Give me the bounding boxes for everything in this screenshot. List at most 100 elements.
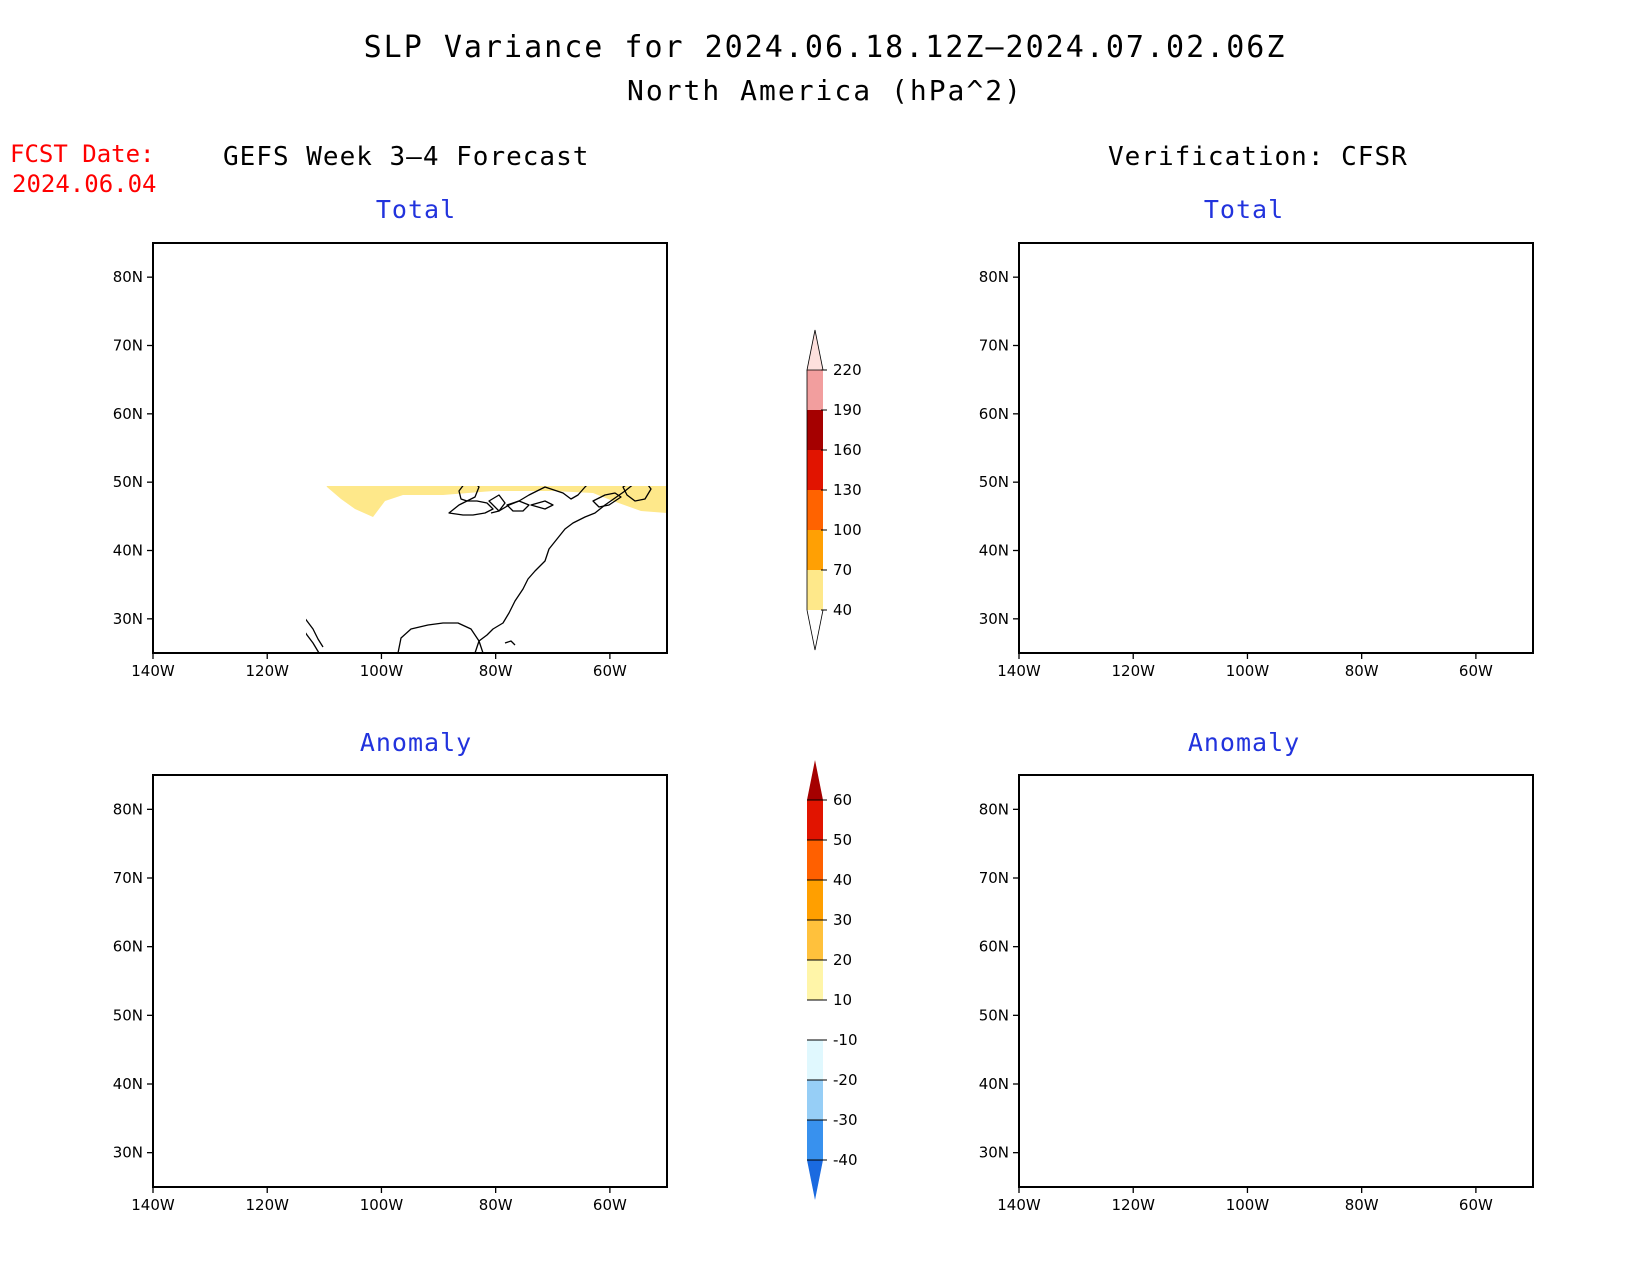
forecast-anomaly-lat-label: 80N [113, 800, 143, 818]
verification-anomaly-lon-label: 120W [1111, 1196, 1155, 1214]
forecast-anomaly-lon-label: 140W [131, 1196, 175, 1214]
forecast-total-lon-label: 60W [593, 662, 627, 680]
verification-anomaly-10-contour-greenland [1513, 817, 1533, 851]
forecast-total-lat-label: 40N [113, 542, 143, 560]
total-colorbar-label: 190 [833, 401, 862, 419]
forecast-anomaly-title: Anomaly [359, 728, 473, 757]
total-colorbar-label: 220 [833, 361, 862, 379]
verification-anomaly-neg20-spot [1349, 941, 1365, 947]
forecast-anomaly-10-contour [329, 973, 467, 1011]
verification-anomaly-neg10-contour-north [1079, 775, 1489, 799]
anomaly-colorbar-bin [807, 840, 823, 880]
verification-anomaly-lat-label: 50N [979, 1006, 1009, 1024]
forecast-anomaly-lat-label: 40N [113, 1075, 143, 1093]
verification-total-lon-label: 140W [997, 662, 1041, 680]
verification-anomaly-panel [1018, 774, 1534, 1188]
total-colorbar-bin [807, 490, 823, 530]
verification-column-header: Verification: CFSR [1108, 142, 1408, 172]
forecast-total-lat-label: 60N [113, 405, 143, 423]
forecast-total-lat-label: 80N [113, 268, 143, 286]
anomaly-colorbar-bin [807, 1000, 823, 1040]
anomaly-colorbar-bin [807, 1080, 823, 1120]
verification-total-lat-label: 70N [979, 337, 1009, 355]
total-colorbar-bottom-triangle [806, 609, 824, 651]
verification-total-lat-label: 80N [979, 268, 1009, 286]
verification-anomaly-lon-label: 60W [1459, 1196, 1493, 1214]
anomaly-colorbar-bin [807, 1120, 823, 1160]
total-colorbar: 40 70 100 130 160 190 220 [806, 329, 862, 651]
forecast-total-lon-label: 120W [245, 662, 289, 680]
verification-total-lon-label: 80W [1345, 662, 1379, 680]
anomaly-colorbar-label: -30 [833, 1111, 858, 1129]
verification-total-lat-label: 60N [979, 405, 1009, 423]
verification-total-100-contour [1235, 457, 1291, 507]
anomaly-colorbar-top-triangle [807, 760, 823, 800]
anomaly-colorbar-label: 50 [833, 831, 852, 849]
axes-layer: 30N 40N 50N 60N 70N 80N 140W 120W 100W 80W 60W 30N 4… [113, 268, 1493, 1214]
forecast-column-header: GEFS Week 3–4 Forecast [223, 142, 590, 172]
forecast-total-lon-label: 140W [131, 662, 175, 680]
forecast-total-40-contour [326, 486, 667, 517]
forecast-total-lon-label: 100W [360, 662, 404, 680]
anomaly-colorbar-label: -40 [833, 1151, 858, 1169]
anomaly-colorbar-label: 10 [833, 991, 852, 1009]
anomaly-colorbar-bin [807, 960, 823, 1000]
verification-total-title: Total [1203, 195, 1285, 224]
verification-total-lat-label: 50N [979, 473, 1009, 491]
verification-anomaly-lat-label: 80N [979, 800, 1009, 818]
forecast-anomaly-lon-label: 100W [360, 1196, 404, 1214]
total-colorbar-bin [807, 530, 823, 570]
anomaly-colorbar-label: 30 [833, 911, 852, 929]
forecast-total-title: Total [375, 195, 457, 224]
anomaly-colorbar-label: 40 [833, 871, 852, 889]
total-colorbar-label: 100 [833, 521, 862, 539]
chart-subtitle: North America (hPa^2) [626, 74, 1023, 107]
anomaly-colorbar-label: -20 [833, 1071, 858, 1089]
verification-total-lon-label: 100W [1226, 662, 1270, 680]
verification-anomaly-50-contour [1199, 1001, 1287, 1067]
verification-anomaly-lon-label: 140W [997, 1196, 1041, 1214]
forecast-anomaly-lat-label: 60N [113, 938, 143, 956]
forecast-anomaly-lat-label: 50N [113, 1006, 143, 1024]
verification-total-70-contour [1177, 449, 1321, 543]
anomaly-colorbar-label: -10 [833, 1031, 858, 1049]
verification-anomaly-lat-label: 60N [979, 938, 1009, 956]
verification-anomaly-lon-label: 80W [1345, 1196, 1379, 1214]
verification-anomaly-lat-label: 40N [979, 1075, 1009, 1093]
anomaly-colorbar: -40 -30 -20 -10 10 20 30 40 50 60 [807, 760, 858, 1200]
total-colorbar-label: 70 [833, 561, 852, 579]
verification-anomaly-30-contour-labrador [1481, 921, 1501, 937]
verification-anomaly-10-contour-west [1019, 979, 1043, 1003]
anomaly-colorbar-bin [807, 1040, 823, 1080]
verification-total-40-contour [1129, 355, 1533, 583]
forecast-anomaly-lon-label: 80W [479, 1196, 513, 1214]
verification-anomaly-20-contour-labrador [1467, 909, 1513, 943]
forecast-anomaly-lat-label: 70N [113, 869, 143, 887]
anomaly-colorbar-bin [807, 880, 823, 920]
verification-anomaly-30-contour [1169, 983, 1481, 1089]
forecast-total-panel [152, 242, 668, 654]
verification-anomaly-60-contour [1219, 1009, 1275, 1059]
fcst-date-value: 2024.06.04 [12, 170, 157, 198]
total-colorbar-bin [807, 370, 823, 410]
anomaly-colorbar-bin [807, 920, 823, 960]
forecast-total-lon-label: 80W [479, 662, 513, 680]
verification-total-lon-label: 120W [1111, 662, 1155, 680]
anomaly-colorbar-label: 20 [833, 951, 852, 969]
forecast-anomaly-lat-label: 30N [113, 1144, 143, 1162]
fcst-date-label: FCST Date: [10, 140, 155, 168]
forecast-anomaly-lon-label: 120W [245, 1196, 289, 1214]
verification-anomaly-lat-label: 70N [979, 869, 1009, 887]
total-colorbar-label: 40 [833, 601, 852, 619]
total-colorbar-top-triangle [806, 329, 824, 371]
total-colorbar-bin [807, 570, 823, 610]
total-colorbar-label: 160 [833, 441, 862, 459]
verification-anomaly-10-contour [1119, 883, 1533, 1123]
chart-title: SLP Variance for 2024.06.18.12Z–2024.07.… [363, 30, 1287, 65]
verification-anomaly-lat-label: 30N [979, 1144, 1009, 1162]
verification-anomaly-neg10-contour-west [1019, 827, 1459, 955]
forecast-total-lat-label: 70N [113, 337, 143, 355]
total-colorbar-bin [807, 450, 823, 490]
verification-total-lon-label: 60W [1459, 662, 1493, 680]
